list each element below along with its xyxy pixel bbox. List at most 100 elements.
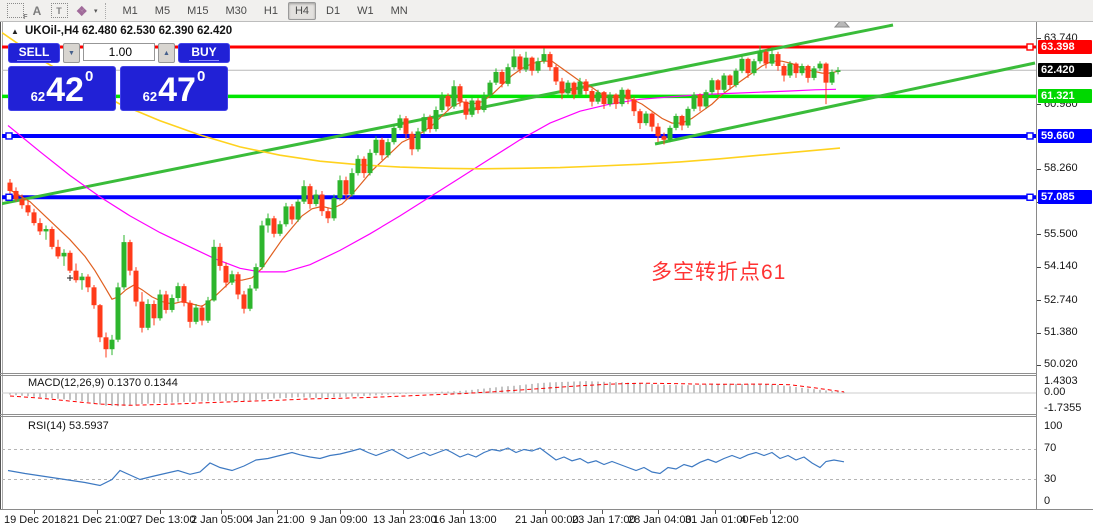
sell-button[interactable]: SELL <box>8 43 60 63</box>
timeframe-h4[interactable]: H4 <box>287 1 317 20</box>
price-tick-mark <box>1037 300 1041 302</box>
candle-body <box>547 54 553 68</box>
candle-body <box>103 337 109 350</box>
candle-body <box>535 61 541 71</box>
time-tick-mark <box>277 510 278 514</box>
candle-body <box>577 81 583 95</box>
volume-input[interactable] <box>83 43 155 61</box>
volume-increase-button[interactable]: ▲ <box>158 43 175 63</box>
crayon-icon[interactable]: ❖ <box>74 4 89 17</box>
candle-body <box>67 252 73 271</box>
crosshair-marker <box>67 275 73 281</box>
candle-body <box>787 63 793 76</box>
collapse-subwindow-icon[interactable]: ▲ <box>11 27 19 36</box>
time-tick-mark <box>463 510 464 514</box>
line-anchor-handle[interactable] <box>1026 132 1034 140</box>
timeframe-h1[interactable]: H1 <box>263 4 278 17</box>
candle-body <box>415 131 421 150</box>
bid-price-pips: 42 <box>46 71 84 109</box>
text-label-icon[interactable]: T <box>49 2 69 20</box>
candle-body <box>277 224 283 234</box>
time-tick-label: 4 Jan 21:00 <box>247 514 305 526</box>
timeframe-m30[interactable]: M30 <box>225 4 247 17</box>
candle-body <box>31 212 37 224</box>
candle-body <box>481 95 487 111</box>
candle-body <box>307 186 313 205</box>
uptrend-channel-line[interactable] <box>654 61 1036 146</box>
candle-body <box>799 65 805 74</box>
candle-body <box>721 75 727 90</box>
line-anchor-handle[interactable] <box>5 132 13 140</box>
chevron-down-icon[interactable]: ▾ <box>94 7 98 15</box>
candle-body <box>379 139 385 156</box>
candle-body <box>727 75 733 86</box>
candle-body <box>553 67 559 82</box>
macd-tick-label: 0.00 <box>1044 386 1066 398</box>
price-tick-mark <box>1037 364 1041 366</box>
volume-decrease-button[interactable]: ▼ <box>63 43 80 63</box>
rsi-indicator-label: RSI(14) 53.5937 <box>28 420 109 432</box>
candle-body <box>565 82 571 94</box>
ohlc-readout: 62.480 62.530 62.390 62.420 <box>81 25 233 37</box>
macd-indicator-label: MACD(12,26,9) 0.1370 0.1344 <box>28 377 178 389</box>
font-icon[interactable]: A <box>32 3 42 18</box>
ask-price-display[interactable]: 62 47 0 <box>120 66 228 111</box>
symbol-period-label: UKOil-,H4 <box>25 25 79 37</box>
candle-body <box>313 194 319 205</box>
candle-body <box>73 270 79 281</box>
candle-body <box>475 100 481 111</box>
candle-body <box>661 136 667 140</box>
line-anchor-handle[interactable] <box>5 193 13 201</box>
bid-price-point: 0 <box>84 68 94 85</box>
timeframe-m15[interactable]: M15 <box>187 4 209 17</box>
candle-body <box>319 194 325 212</box>
candle-body <box>85 276 91 288</box>
candle-body <box>529 57 535 71</box>
time-tick-mark <box>221 510 222 514</box>
chart-shift-icon[interactable]: F <box>5 2 28 21</box>
time-tick-label: 27 Dec 13:00 <box>130 514 196 526</box>
drawing-tools-group: F A T ❖ <box>5 2 93 21</box>
candle-body <box>715 80 721 90</box>
candle-body <box>235 274 241 295</box>
timeframe-d1[interactable]: D1 <box>326 4 341 17</box>
price-level-badge: 62.420 <box>1038 63 1092 78</box>
timeframe-m5[interactable]: M5 <box>154 4 171 17</box>
candle-body <box>19 199 25 206</box>
candle-body <box>223 265 229 283</box>
price-axis[interactable]: 63.74060.98058.26056.88055.50054.14052.7… <box>1037 22 1093 509</box>
candle-body <box>355 158 361 174</box>
bid-price-display[interactable]: 62 42 0 <box>8 66 116 111</box>
candle-body <box>775 54 781 66</box>
time-tick-label: 21 Dec 21:00 <box>67 514 133 526</box>
candle-body <box>517 56 523 70</box>
timeframe-m1[interactable]: M1 <box>122 4 138 17</box>
candle-body <box>163 294 169 310</box>
macd-plot <box>2 381 1036 407</box>
price-tick-label: 50.020 <box>1044 358 1078 371</box>
candle-body <box>457 86 463 102</box>
price-tick-mark <box>1037 332 1041 334</box>
candle-body <box>505 67 511 84</box>
timeframe-mn[interactable]: MN <box>390 4 408 17</box>
time-tick-mark <box>658 510 659 514</box>
candle-body <box>703 92 709 107</box>
macd-signal-line <box>9 382 845 406</box>
line-anchor-handle[interactable] <box>1026 43 1034 51</box>
time-axis[interactable]: 19 Dec 2018 21 Dec 21:00 27 Dec 13:00 2 Jan… <box>0 509 1093 529</box>
timeframe-buttons-group: M1 M5 M15 M30 H1 H4 D1 W1 MN <box>116 1 418 20</box>
candle-body <box>655 126 661 137</box>
uptrend-line-main[interactable] <box>0 23 894 206</box>
timeframe-w1[interactable]: W1 <box>357 4 374 17</box>
candle-body <box>637 111 643 124</box>
chart-title: UKOil-,H4 62.480 62.530 62.390 62.420 <box>25 25 232 37</box>
candle-body <box>583 81 589 91</box>
ma-long-yellow <box>2 32 841 170</box>
candle-body <box>367 152 373 174</box>
candle-body <box>769 54 775 64</box>
bid-price-whole: 62 <box>30 89 46 104</box>
line-anchor-handle[interactable] <box>1026 193 1034 201</box>
buy-button[interactable]: BUY <box>178 43 230 63</box>
candle-body <box>625 89 631 100</box>
